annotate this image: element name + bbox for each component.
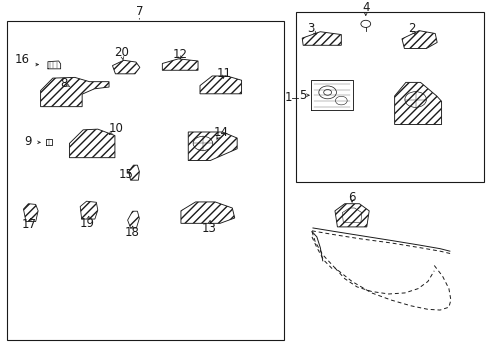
- Text: 2: 2: [407, 22, 415, 35]
- Text: 16: 16: [15, 53, 30, 66]
- Text: 18: 18: [124, 226, 139, 239]
- Text: 7: 7: [135, 5, 143, 18]
- Text: 10: 10: [109, 122, 123, 135]
- Text: 3: 3: [306, 22, 314, 35]
- Text: 5: 5: [299, 89, 306, 102]
- Text: 13: 13: [202, 222, 216, 235]
- Text: 19: 19: [80, 217, 94, 230]
- Text: 17: 17: [22, 218, 37, 231]
- Text: 20: 20: [114, 46, 128, 59]
- Text: 6: 6: [347, 191, 355, 204]
- Text: 11: 11: [216, 67, 231, 80]
- Text: 15: 15: [119, 168, 133, 181]
- Text: 9: 9: [24, 135, 32, 148]
- Text: 4: 4: [361, 1, 369, 14]
- Bar: [7, 21, 283, 340]
- Text: 12: 12: [172, 48, 187, 61]
- Text: 1: 1: [284, 91, 292, 104]
- Text: 14: 14: [213, 126, 228, 139]
- Bar: [295, 12, 483, 181]
- Text: 8: 8: [60, 77, 67, 90]
